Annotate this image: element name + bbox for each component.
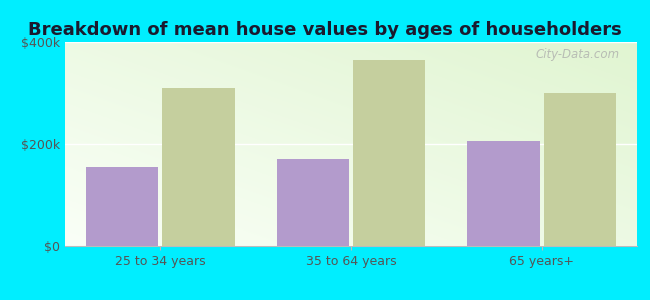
Bar bbox=[467, 141, 540, 246]
Text: Breakdown of mean house values by ages of householders: Breakdown of mean house values by ages o… bbox=[28, 21, 622, 39]
Bar bbox=[86, 167, 159, 246]
Bar bbox=[162, 88, 235, 246]
Bar bbox=[353, 60, 425, 246]
Bar bbox=[277, 159, 349, 246]
Bar bbox=[543, 93, 616, 246]
Legend: St. Stephens, North Carolina: St. Stephens, North Carolina bbox=[214, 298, 488, 300]
Text: City-Data.com: City-Data.com bbox=[536, 48, 620, 61]
